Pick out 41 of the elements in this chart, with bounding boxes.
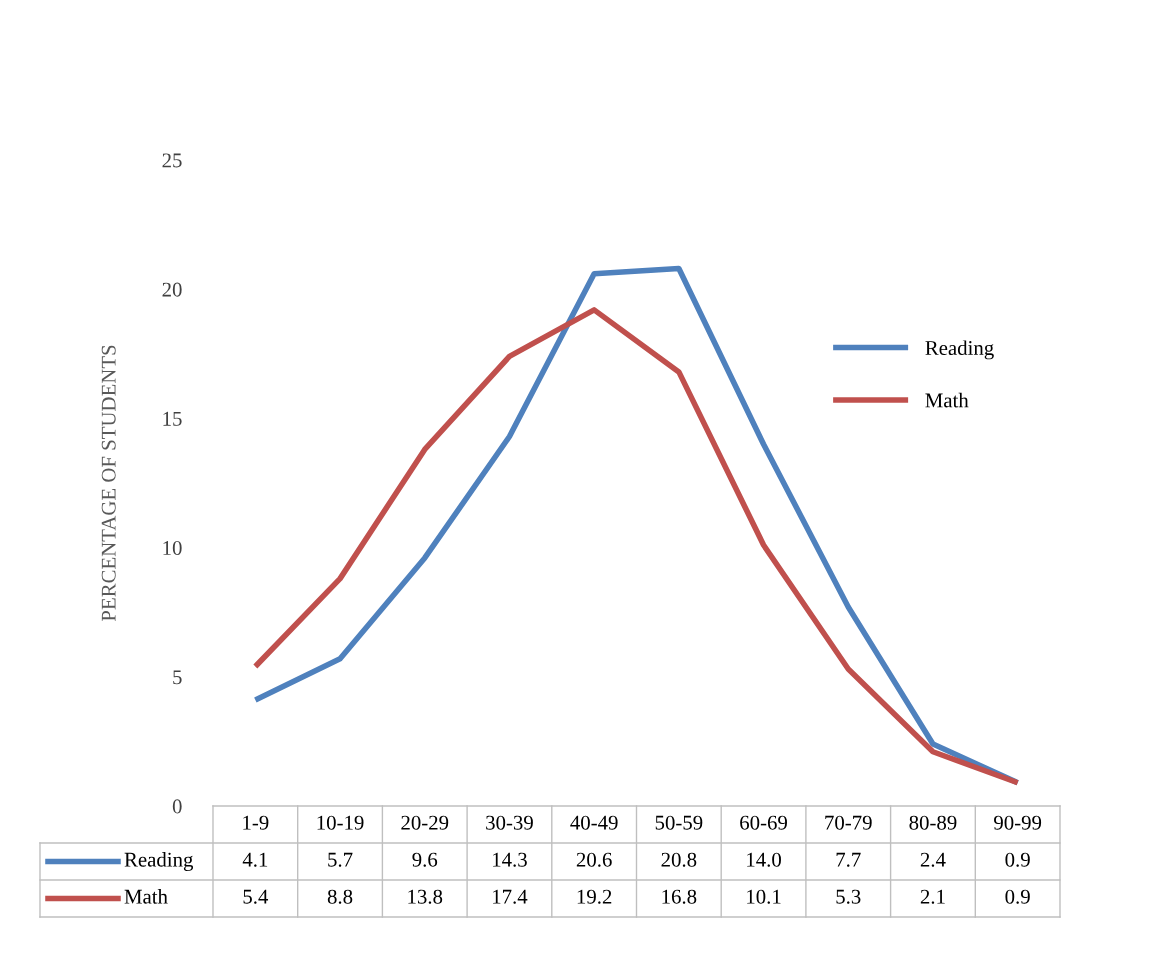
y-tick-label: 25 (162, 153, 182, 168)
data-label: 2.1 (920, 889, 945, 904)
x-tick-label: 10-19 (317, 815, 364, 830)
data-label: 5.4 (243, 889, 269, 904)
data-label: 13.8 (408, 889, 443, 904)
data-label: 0.9 (1005, 889, 1030, 904)
data-label: 16.8 (662, 889, 697, 904)
data-label: 19.2 (577, 889, 612, 904)
data-label: 2.4 (920, 852, 946, 867)
data-label: 0.9 (1005, 852, 1030, 867)
x-tick-label: 20-29 (401, 815, 449, 830)
x-tick-label: 90-99 (994, 815, 1042, 830)
y-tick-label: 15 (163, 411, 182, 426)
data-label: 5.3 (836, 889, 861, 904)
data-label: 10.1 (747, 889, 781, 904)
data-label: 5.7 (328, 852, 353, 867)
data-label: 9.6 (412, 852, 438, 867)
legend-label: Reading (925, 340, 994, 360)
y-axis-title: PERCENTAGE OF STUDENTS (101, 345, 116, 622)
x-tick-label: 50-59 (655, 815, 703, 830)
data-label: 14.0 (747, 852, 781, 867)
x-tick-label: 80-89 (909, 815, 957, 830)
data-label: 20.8 (661, 852, 697, 867)
data-label: 8.8 (327, 889, 353, 904)
x-tick-label: 1-9 (243, 815, 269, 830)
data-label: 7.7 (836, 852, 861, 867)
x-tick-label: 30-39 (486, 815, 533, 830)
y-tick-label: 10 (163, 540, 182, 556)
data-label: 17.4 (493, 889, 528, 904)
text: Math (124, 889, 168, 904)
legend-label: Math (925, 392, 969, 408)
x-tick-label: 40-49 (570, 815, 618, 830)
data-label: 14.3 (493, 852, 527, 867)
data-label: 20.6 (576, 852, 612, 867)
x-tick-label: 70-79 (825, 815, 872, 830)
data-label: 4.1 (242, 852, 268, 867)
y-tick-label: 5 (173, 670, 182, 685)
y-tick-label: 0 (172, 799, 182, 814)
text: Reading (124, 852, 194, 871)
y-tick-label: 20 (162, 282, 182, 297)
x-tick-label: 60-69 (740, 815, 787, 830)
